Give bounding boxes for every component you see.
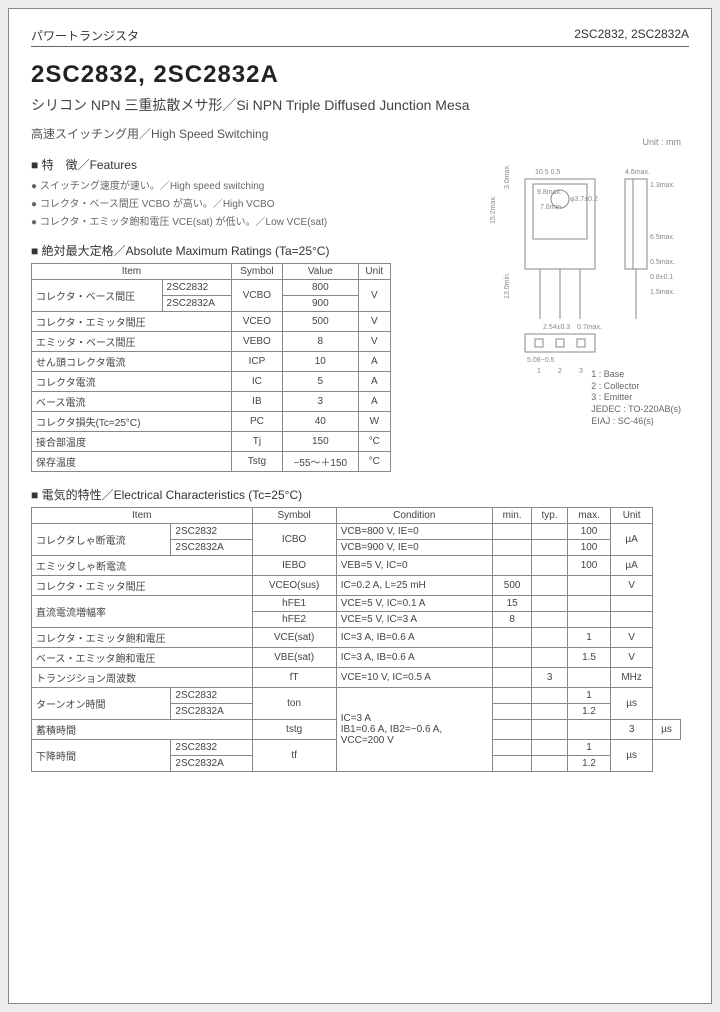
table-row: コレクタ・エミッタ間圧VCEO500V — [32, 312, 391, 332]
table-row: エミッタ・ベース間圧VEBO8V — [32, 332, 391, 352]
dim-tab-w: 9.8max. — [537, 189, 562, 196]
table-header-row: Item Symbol Condition min. typ. max. Uni… — [32, 508, 681, 524]
dim-tab-h: 3.0max. — [504, 164, 511, 189]
table-row: 直流電流増幅率hFE1VCE=5 V, IC=0.1 A15 — [32, 596, 681, 612]
table-row: コレクタ・エミッタ飽和電圧VCE(sat)IC=3 A, IB=0.6 A1V — [32, 628, 681, 648]
package-drawing: 10.5 0.5 9.8max. 7.6min. 15.2max. 3.0max… — [485, 149, 685, 389]
col-symbol: Symbol — [252, 508, 336, 524]
table-row: トランジション周波数fTVCE=10 V, IC=0.5 A3MHz — [32, 668, 681, 688]
unit-note: Unit : mm — [642, 137, 681, 147]
svg-text:1: 1 — [537, 368, 541, 375]
table-row: コレクタしゃ断電流2SC2832ICBOVCB=800 V, IE=0100µA — [32, 524, 681, 540]
datasheet-page: パワートランジスタ 2SC2832, 2SC2832A 2SC2832, 2SC… — [8, 8, 712, 1004]
dim-lead-w: 0.7max. — [577, 324, 602, 331]
dim-lead-l: 13.0min. — [504, 272, 511, 299]
page-header: パワートランジスタ 2SC2832, 2SC2832A — [31, 27, 689, 47]
application-line: 高速スイッチング用／High Speed Switching — [31, 125, 689, 142]
table-row: せん頭コレクタ電流ICP10A — [32, 352, 391, 372]
table-row: コレクタ・エミッタ間圧VCEO(sus)IC=0.2 A, L=25 mH500… — [32, 576, 681, 596]
ratings-table: Item Symbol Value Unit コレクタ・ベース間圧2SC2832… — [31, 263, 391, 472]
pin-assign: 2 : Collector — [591, 381, 681, 393]
dim-slot: 1.5max. — [650, 289, 675, 296]
dim-metal: 1.3max. — [650, 182, 675, 189]
table-row: 接合部温度Tj150°C — [32, 432, 391, 452]
pin-assign: 1 : Base — [591, 369, 681, 381]
dim-body-h: 15.2max. — [490, 195, 497, 224]
package-standard: JEDEC : TO-220AB(s) — [591, 404, 681, 416]
part-title: 2SC2832, 2SC2832A — [31, 61, 689, 89]
dim-thick: 4.6max. — [625, 169, 650, 176]
dim-inner-w: 7.6min. — [540, 204, 563, 211]
header-category: パワートランジスタ — [31, 27, 139, 44]
dim-hole: φ3.7±0.2 — [570, 196, 598, 203]
col-cond: Condition — [336, 508, 492, 524]
dim-pitch: 2.54±0.3 — [543, 324, 570, 331]
svg-text:2: 2 — [558, 368, 562, 375]
table-row: コレクタ・ベース間圧2SC2832VCBO800V — [32, 280, 391, 296]
col-value: Value — [282, 264, 358, 280]
table-row: コレクタ損失(Tc=25°C)PC40W — [32, 412, 391, 432]
dim-lead-ta: 0.8±0.1 — [650, 274, 673, 281]
dim-body-d: 6.5max. — [650, 234, 675, 241]
col-item: Item — [32, 264, 232, 280]
col-symbol: Symbol — [231, 264, 282, 280]
col-unit: Unit — [358, 264, 390, 280]
table-row: 保存温度Tstg−55〜＋150°C — [32, 452, 391, 472]
table-row: エミッタしゃ断電流IEBOVEB=5 V, IC=0100µA — [32, 556, 681, 576]
table-row: ベース電流IB3A — [32, 392, 391, 412]
dim-lead-tb: 0.5max. — [650, 259, 675, 266]
svg-text:3: 3 — [579, 368, 583, 375]
col-typ: typ. — [532, 508, 568, 524]
pin-assign: 3 : Emitter — [591, 392, 681, 404]
pin-legend: 1 : Base 2 : Collector 3 : Emitter JEDEC… — [591, 369, 681, 427]
part-subtitle: シリコン NPN 三重拡散メサ形／Si NPN Triple Diffused … — [31, 95, 689, 115]
table-row: コレクタ電流IC5A — [32, 372, 391, 392]
col-item: Item — [32, 508, 253, 524]
table-row: ターンオン時間2SC2832tonIC=3 A IB1=0.6 A, IB2=−… — [32, 688, 681, 704]
table-header-row: Item Symbol Value Unit — [32, 264, 391, 280]
dim-body-w: 10.5 0.5 — [535, 169, 560, 176]
package-standard: EIAJ : SC-46(s) — [591, 416, 681, 428]
col-unit: Unit — [611, 508, 653, 524]
elec-table: Item Symbol Condition min. typ. max. Uni… — [31, 507, 681, 772]
col-min: min. — [492, 508, 531, 524]
dim-pad: 5.08−0.5 — [527, 357, 555, 364]
header-part-numbers: 2SC2832, 2SC2832A — [574, 27, 689, 44]
col-max: max. — [567, 508, 610, 524]
elec-heading: 電気的特性／Electrical Characteristics (Tc=25°… — [31, 486, 689, 503]
table-row: ベース・エミッタ飽和電圧VBE(sat)IC=3 A, IB=0.6 A1.5V — [32, 648, 681, 668]
